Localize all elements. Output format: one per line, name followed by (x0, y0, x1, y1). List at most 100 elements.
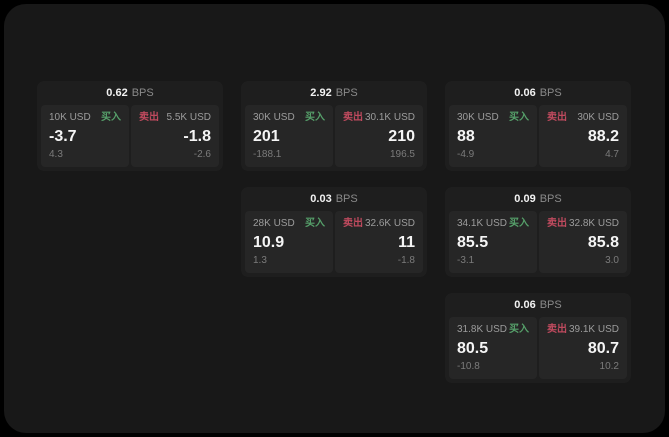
sell-panel[interactable]: 卖出 5.5K USD -1.8 -2.6 (131, 105, 219, 167)
dashboard-surface: 0.62 BPS 10K USD 买入 -3.7 4.3 卖出 5.5K USD… (4, 4, 665, 433)
sell-sub-value: 196.5 (389, 149, 415, 160)
sell-size-label: 30K USD (577, 112, 619, 123)
buy-price-value: 201 (253, 128, 280, 145)
buy-size-label: 30K USD (253, 112, 295, 123)
sell-panel-header: 卖出 32.8K USD (547, 218, 619, 230)
sell-side-label: 卖出 (343, 218, 363, 229)
sell-price-value: 11 (398, 234, 415, 251)
sell-sub-value: 3.0 (605, 255, 619, 266)
sell-size-label: 32.8K USD (568, 218, 619, 229)
sell-panel-header: 卖出 30K USD (547, 112, 619, 124)
sell-panel-header: 卖出 39.1K USD (547, 324, 619, 336)
buy-sub-value: 1.3 (253, 255, 267, 266)
buy-price-value: 10.9 (253, 234, 285, 251)
buy-sub-value: -188.1 (253, 149, 282, 160)
bps-value: 0.06 (514, 299, 536, 311)
buy-size-label: 28K USD (253, 218, 295, 229)
buy-size-label: 30K USD (457, 112, 499, 123)
buy-panel-header: 34.1K USD 买入 (457, 218, 529, 230)
buy-side-label: 买入 (509, 218, 529, 229)
quote-panels: 31.8K USD 买入 80.5 -10.8 卖出 39.1K USD 80.… (445, 314, 631, 383)
buy-panel[interactable]: 28K USD 买入 10.9 1.3 (245, 211, 333, 273)
buy-panel-header: 28K USD 买入 (253, 218, 325, 230)
bps-unit: BPS (539, 87, 562, 99)
sell-side-label: 卖出 (547, 112, 567, 123)
buy-panel[interactable]: 31.8K USD 买入 80.5 -10.8 (449, 317, 537, 379)
sell-panel[interactable]: 卖出 30K USD 88.2 4.7 (539, 105, 627, 167)
sell-panel[interactable]: 卖出 30.1K USD 210 196.5 (335, 105, 423, 167)
quote-panels: 28K USD 买入 10.9 1.3 卖出 32.6K USD 11 -1.8 (241, 208, 427, 277)
quote-card[interactable]: 0.09 BPS 34.1K USD 买入 85.5 -3.1 卖出 32.8K… (445, 187, 631, 277)
sell-sub-value: -1.8 (397, 255, 415, 266)
buy-panel[interactable]: 30K USD 买入 201 -188.1 (245, 105, 333, 167)
buy-sub-value: -3.1 (457, 255, 475, 266)
bps-unit: BPS (539, 193, 562, 205)
quote-card[interactable]: 0.06 BPS 31.8K USD 买入 80.5 -10.8 卖出 39.1… (445, 293, 631, 383)
buy-panel[interactable]: 34.1K USD 买入 85.5 -3.1 (449, 211, 537, 273)
buy-price-value: 88 (457, 128, 475, 145)
quote-panels: 10K USD 买入 -3.7 4.3 卖出 5.5K USD -1.8 -2.… (37, 102, 223, 171)
card-header: 0.09 BPS (445, 187, 631, 208)
quote-card[interactable]: 0.06 BPS 30K USD 买入 88 -4.9 卖出 30K USD 8… (445, 81, 631, 171)
buy-panel-header: 10K USD 买入 (49, 112, 121, 124)
sell-panel-header: 卖出 30.1K USD (343, 112, 415, 124)
buy-panel[interactable]: 10K USD 买入 -3.7 4.3 (41, 105, 129, 167)
quote-card[interactable]: 0.03 BPS 28K USD 买入 10.9 1.3 卖出 32.6K US… (241, 187, 427, 277)
bps-unit: BPS (335, 193, 358, 205)
buy-price-value: 85.5 (457, 234, 489, 251)
quote-panels: 30K USD 买入 201 -188.1 卖出 30.1K USD 210 1… (241, 102, 427, 171)
buy-price-value: 80.5 (457, 340, 489, 357)
sell-sub-value: 10.2 (599, 361, 619, 372)
bps-unit: BPS (131, 87, 154, 99)
buy-panel[interactable]: 30K USD 买入 88 -4.9 (449, 105, 537, 167)
sell-size-label: 30.1K USD (364, 112, 415, 123)
sell-price-value: 80.7 (587, 340, 619, 357)
bps-value: 0.06 (514, 87, 536, 99)
bps-unit: BPS (539, 299, 562, 311)
bps-value: 0.62 (106, 87, 128, 99)
buy-side-label: 买入 (305, 218, 325, 229)
sell-panel[interactable]: 卖出 39.1K USD 80.7 10.2 (539, 317, 627, 379)
sell-panel[interactable]: 卖出 32.8K USD 85.8 3.0 (539, 211, 627, 273)
sell-price-value: 88.2 (587, 128, 619, 145)
quotes-grid: 0.62 BPS 10K USD 买入 -3.7 4.3 卖出 5.5K USD… (4, 4, 665, 383)
sell-size-label: 39.1K USD (568, 324, 619, 335)
sell-panel-header: 卖出 32.6K USD (343, 218, 415, 230)
sell-price-value: 85.8 (587, 234, 619, 251)
sell-side-label: 卖出 (547, 218, 567, 229)
buy-panel-header: 30K USD 买入 (253, 112, 325, 124)
sell-side-label: 卖出 (343, 112, 363, 123)
buy-sub-value: 4.3 (49, 149, 63, 160)
card-header: 2.92 BPS (241, 81, 427, 102)
card-header: 0.03 BPS (241, 187, 427, 208)
quote-card[interactable]: 0.62 BPS 10K USD 买入 -3.7 4.3 卖出 5.5K USD… (37, 81, 223, 171)
buy-side-label: 买入 (509, 324, 529, 335)
card-header: 0.06 BPS (445, 293, 631, 314)
buy-side-label: 买入 (509, 112, 529, 123)
buy-side-label: 买入 (305, 112, 325, 123)
sell-panel[interactable]: 卖出 32.6K USD 11 -1.8 (335, 211, 423, 273)
sell-price-value: -1.8 (183, 128, 211, 145)
sell-size-label: 5.5K USD (166, 112, 211, 123)
quote-panels: 30K USD 买入 88 -4.9 卖出 30K USD 88.2 4.7 (445, 102, 631, 171)
bps-value: 0.09 (514, 193, 536, 205)
buy-sub-value: -4.9 (457, 149, 475, 160)
buy-panel-header: 30K USD 买入 (457, 112, 529, 124)
buy-size-label: 31.8K USD (457, 324, 508, 335)
sell-sub-value: -2.6 (193, 149, 211, 160)
quote-card[interactable]: 2.92 BPS 30K USD 买入 201 -188.1 卖出 30.1K … (241, 81, 427, 171)
sell-size-label: 32.6K USD (364, 218, 415, 229)
sell-side-label: 卖出 (139, 112, 159, 123)
buy-size-label: 34.1K USD (457, 218, 508, 229)
sell-sub-value: 4.7 (605, 149, 619, 160)
buy-side-label: 买入 (101, 112, 121, 123)
buy-price-value: -3.7 (49, 128, 77, 145)
card-header: 0.62 BPS (37, 81, 223, 102)
buy-size-label: 10K USD (49, 112, 91, 123)
bps-unit: BPS (335, 87, 358, 99)
buy-panel-header: 31.8K USD 买入 (457, 324, 529, 336)
quote-panels: 34.1K USD 买入 85.5 -3.1 卖出 32.8K USD 85.8… (445, 208, 631, 277)
buy-sub-value: -10.8 (457, 361, 480, 372)
sell-price-value: 210 (388, 128, 415, 145)
bps-value: 0.03 (310, 193, 332, 205)
